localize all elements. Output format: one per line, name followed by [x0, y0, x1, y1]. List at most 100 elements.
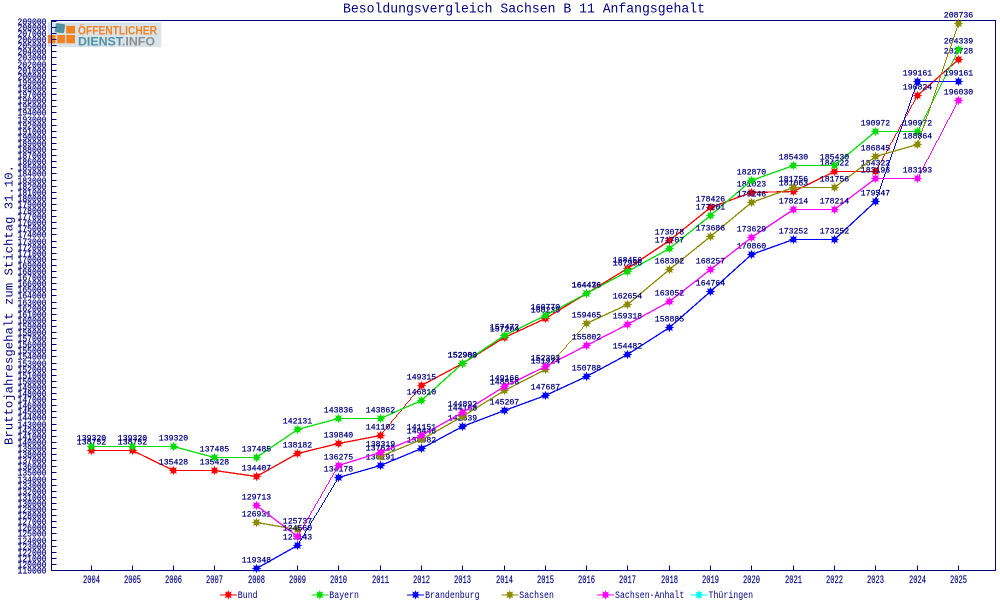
svg-text:2018: 2018: [661, 575, 678, 587]
svg-text:132000: 132000: [18, 488, 47, 498]
svg-text:144000: 144000: [18, 414, 47, 424]
svg-text:119348: 119348: [242, 557, 271, 566]
svg-text:142131: 142131: [283, 418, 312, 427]
svg-text:185430: 185430: [779, 154, 808, 163]
svg-text:173252: 173252: [779, 228, 808, 237]
svg-text:143836: 143836: [324, 407, 353, 416]
svg-text:150000: 150000: [18, 378, 47, 388]
svg-text:179000: 179000: [18, 201, 47, 211]
svg-text:2019: 2019: [702, 575, 719, 587]
svg-text:160000: 160000: [18, 317, 47, 327]
svg-text:183000: 183000: [18, 177, 47, 187]
svg-text:125000: 125000: [18, 530, 47, 540]
svg-text:137000: 137000: [18, 457, 47, 467]
svg-text:2004: 2004: [83, 575, 100, 587]
svg-text:206000: 206000: [18, 36, 47, 46]
svg-text:DIENST.INFO: DIENST .INFO: [78, 36, 155, 48]
svg-text:135428: 135428: [159, 459, 188, 468]
svg-text:201000: 201000: [18, 67, 47, 77]
svg-text:186000: 186000: [18, 158, 47, 168]
svg-text:173000: 173000: [18, 238, 47, 248]
svg-text:129713: 129713: [242, 494, 271, 503]
svg-text:153000: 153000: [18, 360, 47, 370]
svg-text:2017: 2017: [619, 575, 636, 587]
svg-text:168302: 168302: [655, 258, 684, 267]
svg-text:139320: 139320: [159, 435, 188, 444]
svg-text:145207: 145207: [490, 399, 519, 408]
svg-text:173629: 173629: [737, 226, 766, 235]
svg-text:158000: 158000: [18, 329, 47, 339]
svg-text:190000: 190000: [18, 134, 47, 144]
svg-text:179547: 179547: [861, 190, 890, 199]
svg-text:190972: 190972: [861, 120, 890, 129]
svg-text:162654: 162654: [613, 293, 642, 302]
svg-text:136275: 136275: [324, 454, 353, 463]
svg-text:209000: 209000: [18, 18, 47, 28]
svg-text:152900: 152900: [448, 352, 477, 361]
svg-text:159318: 159318: [613, 313, 642, 322]
svg-text:178000: 178000: [18, 207, 47, 217]
svg-text:192000: 192000: [18, 122, 47, 132]
svg-text:2006: 2006: [165, 575, 182, 587]
svg-text:2020: 2020: [743, 575, 760, 587]
svg-text:184000: 184000: [18, 170, 47, 180]
svg-text:134407: 134407: [242, 465, 271, 474]
svg-text:190972: 190972: [903, 120, 932, 129]
svg-text:126000: 126000: [18, 524, 47, 534]
svg-text:2011: 2011: [372, 575, 389, 587]
svg-text:157000: 157000: [18, 335, 47, 345]
svg-text:2013: 2013: [454, 575, 471, 587]
svg-text:188864: 188864: [903, 133, 932, 142]
svg-text:160770: 160770: [531, 304, 560, 313]
svg-text:164764: 164764: [696, 280, 725, 289]
svg-text:196824: 196824: [903, 84, 932, 93]
svg-text:152980: 152980: [448, 352, 477, 361]
svg-text:200000: 200000: [18, 73, 47, 83]
svg-text:182870: 182870: [737, 169, 766, 178]
svg-text:129000: 129000: [18, 506, 47, 516]
svg-text:2025: 2025: [950, 575, 967, 587]
svg-text:199000: 199000: [18, 79, 47, 89]
svg-text:2005: 2005: [124, 575, 141, 587]
svg-text:178214: 178214: [820, 198, 849, 207]
svg-text:142000: 142000: [18, 427, 47, 437]
svg-text:139320: 139320: [118, 435, 147, 444]
svg-text:204000: 204000: [18, 48, 47, 58]
svg-text:145000: 145000: [18, 408, 47, 418]
svg-text:170860: 170860: [737, 243, 766, 252]
svg-text:146810: 146810: [407, 389, 436, 398]
svg-text:133000: 133000: [18, 482, 47, 492]
svg-text:157204: 157204: [490, 326, 519, 335]
svg-text:161000: 161000: [18, 311, 47, 321]
svg-text:141151: 141151: [407, 424, 436, 433]
svg-text:175000: 175000: [18, 225, 47, 235]
svg-text:2015: 2015: [537, 575, 554, 587]
svg-text:188000: 188000: [18, 146, 47, 156]
svg-text:203000: 203000: [18, 54, 47, 64]
svg-text:137485: 137485: [242, 446, 271, 455]
svg-text:170000: 170000: [18, 256, 47, 266]
svg-text:123000: 123000: [18, 543, 47, 553]
svg-text:2021: 2021: [785, 575, 802, 587]
svg-text:173252: 173252: [820, 228, 849, 237]
svg-text:197000: 197000: [18, 91, 47, 101]
svg-text:140000: 140000: [18, 439, 47, 449]
svg-text:ÖFFENTLICHER: ÖFFENTLICHER: [78, 25, 158, 38]
svg-text:199161: 199161: [903, 70, 932, 79]
svg-text:139000: 139000: [18, 445, 47, 455]
svg-text:Bruttojahresgehalt zum Stichta: Bruttojahresgehalt zum Stichtag 31.10.: [3, 165, 17, 445]
svg-text:125737: 125737: [283, 518, 312, 527]
svg-text:135000: 135000: [18, 469, 47, 479]
svg-text:159465: 159465: [572, 312, 601, 321]
svg-text:178214: 178214: [779, 198, 808, 207]
svg-text:146000: 146000: [18, 402, 47, 412]
svg-text:168000: 168000: [18, 268, 47, 278]
svg-text:136000: 136000: [18, 463, 47, 473]
svg-text:199161: 199161: [944, 70, 973, 79]
svg-text:171000: 171000: [18, 250, 47, 260]
svg-text:143000: 143000: [18, 421, 47, 431]
svg-text:154000: 154000: [18, 353, 47, 363]
svg-text:164000: 164000: [18, 292, 47, 302]
svg-text:131000: 131000: [18, 494, 47, 504]
svg-text:196030: 196030: [944, 89, 973, 98]
